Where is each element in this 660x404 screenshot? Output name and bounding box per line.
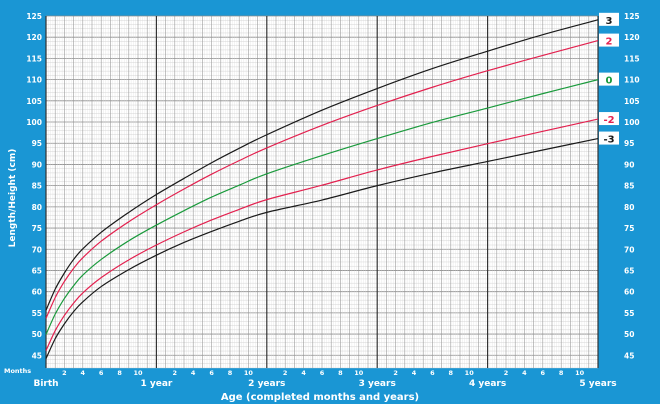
series-line-z0 — [45, 79, 599, 335]
y-tick-label-left: 105 — [26, 97, 42, 106]
month-tick-label: 6 — [99, 369, 104, 377]
series-label-z-3: -3 — [603, 135, 614, 146]
months-label: Months — [4, 367, 31, 375]
series-label-bg — [599, 131, 619, 145]
year-tick-label: 4 years — [469, 379, 506, 389]
series-line-z3 — [45, 19, 599, 311]
y-tick-label-left: 65 — [32, 266, 42, 275]
series-line-z2 — [45, 40, 599, 319]
month-tick-label: 10 — [575, 369, 585, 377]
month-tick-label: 4 — [301, 369, 306, 377]
month-tick-label: 4 — [412, 369, 417, 377]
y-tick-label-left: 70 — [32, 245, 42, 254]
series-label-z2: 2 — [606, 37, 613, 48]
month-tick-label: 4 — [522, 369, 527, 377]
line-layer — [45, 19, 599, 359]
month-tick-label: 6 — [209, 369, 214, 377]
y-tick-label-left: 85 — [32, 182, 42, 191]
year-tick-label: 5 years — [579, 379, 616, 389]
y-tick-label-right: 120 — [624, 33, 640, 42]
y-tick-label-left: 115 — [26, 54, 42, 63]
year-tick-label: 1 year — [140, 379, 172, 389]
x-axis-title: Age (completed months and years) — [221, 392, 419, 403]
y-tick-label-left: 100 — [26, 118, 42, 127]
year-tick-label: 3 years — [359, 379, 396, 389]
month-tick-label: 10 — [354, 369, 364, 377]
y-tick-label-right: 55 — [624, 309, 634, 318]
y-tick-label-right: 45 — [624, 351, 634, 360]
y-tick-label-right: 110 — [624, 76, 640, 85]
month-tick-label: 4 — [81, 369, 86, 377]
series-label-bg — [599, 12, 619, 26]
month-tick-label: 10 — [133, 369, 143, 377]
y-tick-label-left: 95 — [32, 139, 42, 148]
y-tick-label-left: 75 — [32, 224, 42, 233]
month-tick-label: 2 — [283, 369, 288, 377]
y-tick-label-left: 110 — [26, 76, 42, 85]
y-tick-label-left: 55 — [32, 309, 42, 318]
y-tick-label-right: 50 — [624, 330, 634, 339]
month-tick-label: 2 — [62, 369, 67, 377]
month-tick-label: 8 — [559, 369, 564, 377]
month-tick-label: 2 — [504, 369, 509, 377]
month-tick-label: 6 — [320, 369, 325, 377]
y-tick-label-left: 120 — [26, 33, 42, 42]
month-tick-label: 8 — [449, 369, 454, 377]
y-tick-label-right: 75 — [624, 224, 634, 233]
series-label-z0: 0 — [606, 76, 613, 87]
y-tick-label-right: 95 — [624, 139, 634, 148]
y-tick-label-right: 90 — [624, 160, 634, 169]
month-tick-label: 8 — [117, 369, 122, 377]
month-tick-label: 2 — [173, 369, 178, 377]
y-tick-label-left: 50 — [32, 330, 42, 339]
series-label-bg — [599, 112, 619, 126]
month-tick-label: 8 — [228, 369, 233, 377]
series-label-z3: 3 — [606, 16, 613, 27]
y-tick-label-left: 60 — [32, 288, 42, 297]
y-tick-label-right: 100 — [624, 118, 640, 127]
y-tick-label-right: 70 — [624, 245, 634, 254]
year-tick-label: 2 years — [248, 379, 285, 389]
y-axis-title: Length/Height (cm) — [8, 149, 18, 248]
month-tick-label: 10 — [465, 369, 475, 377]
y-tick-label-left: 45 — [32, 351, 42, 360]
y-tick-label-right: 115 — [624, 54, 640, 63]
y-tick-label-right: 80 — [624, 203, 634, 212]
series-line-z-2 — [45, 118, 599, 351]
year-tick-label: Birth — [33, 379, 58, 389]
y-tick-label-right: 65 — [624, 266, 634, 275]
grid-layer — [45, 15, 599, 369]
month-tick-label: 6 — [430, 369, 435, 377]
y-tick-label-right: 85 — [624, 182, 634, 191]
month-tick-label: 10 — [244, 369, 254, 377]
y-tick-label-right: 60 — [624, 288, 634, 297]
series-line-z-3 — [45, 137, 599, 359]
series-label-bg — [599, 33, 619, 47]
month-tick-label: 8 — [338, 369, 343, 377]
y-tick-label-right: 105 — [624, 97, 640, 106]
month-tick-label: 2 — [393, 369, 398, 377]
month-tick-label: 6 — [541, 369, 546, 377]
y-tick-label-left: 90 — [32, 160, 42, 169]
y-tick-label-right: 125 — [624, 12, 640, 21]
series-label-bg — [599, 72, 619, 86]
y-tick-label-left: 80 — [32, 203, 42, 212]
series-label-z-2: -2 — [603, 115, 614, 126]
y-tick-label-left: 125 — [26, 12, 42, 21]
month-tick-label: 4 — [191, 369, 196, 377]
